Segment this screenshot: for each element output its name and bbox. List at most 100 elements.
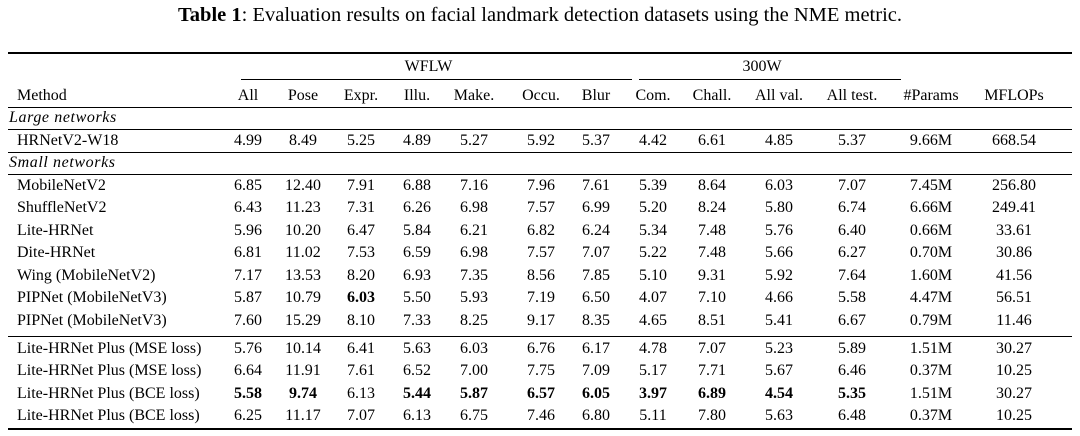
all-test-cell: 5.89 [838,340,866,357]
occu-cell: 8.56 [527,267,555,284]
expr-cell: 6.41 [347,340,375,357]
pose-cell: 10.20 [285,222,321,239]
make-cell: 6.98 [460,244,488,261]
params-cell: 9.66M [909,132,953,149]
illu-cell: 7.33 [403,312,431,329]
wflw-underline [241,79,632,80]
rule-before-ours [8,336,1072,337]
chall-cell: 7.07 [698,340,726,357]
blur-cell: 7.85 [582,267,610,284]
illu-cell: 5.50 [403,289,431,306]
section-small-networks: Small networks [9,154,116,171]
pose-cell: 13.53 [285,267,321,284]
all-cell: 6.64 [234,362,262,379]
header-all-val: All val. [755,87,803,104]
occu-cell: 7.57 [527,244,555,261]
chall-cell: 6.61 [698,132,726,149]
expr-cell: 8.10 [347,312,375,329]
blur-cell: 7.09 [582,362,610,379]
all-val-cell: 5.76 [765,222,793,239]
table-row: Lite-HRNet 5.96 10.20 6.47 5.84 6.21 6.82 6.24 5… [8,220,1072,242]
mflops-cell: 256.80 [992,177,1036,194]
all-val-cell: 4.85 [765,132,793,149]
all-val-cell: 5.41 [765,312,793,329]
table-row: HRNetV2-W18 4.99 8.49 5.25 4.89 5.27 5.92 5.37 4… [8,130,1072,152]
method-cell: Lite-HRNet [17,222,94,239]
bottom-rule [8,428,1072,430]
expr-cell: 7.07 [347,407,375,424]
table-row: ShuffleNetV2 6.43 11.23 7.31 6.26 6.98 7.57 6.9… [8,197,1072,219]
occu-cell: 7.96 [527,177,555,194]
illu-cell: 6.88 [403,177,431,194]
caption-prefix: Table 1 [178,4,242,26]
params-cell: 0.37M [909,407,953,424]
expr-cell: 7.53 [347,244,375,261]
params-cell: 7.45M [909,177,953,194]
method-cell: Lite-HRNet Plus (BCE loss) [17,385,200,402]
header-expr: Expr. [343,87,379,104]
table-caption: Table 1: Evaluation results on facial la… [0,4,1080,27]
method-cell: HRNetV2-W18 [17,132,119,149]
expr-cell: 5.25 [347,132,375,149]
method-cell: Wing (MobileNetV2) [17,267,156,284]
method-cell: Dite-HRNet [17,244,96,261]
all-test-cell: 5.58 [838,289,866,306]
illu-cell: 6.26 [403,199,431,216]
make-cell: 6.03 [460,340,488,357]
params-cell: 1.51M [909,385,953,402]
all-val-cell: 4.54 [765,385,793,402]
expr-cell: 6.13 [347,385,375,402]
expr-cell: 6.47 [347,222,375,239]
com-cell: 5.34 [639,222,667,239]
all-cell: 6.85 [234,177,262,194]
pose-cell: 9.74 [289,385,317,402]
illu-cell: 6.52 [403,362,431,379]
pose-cell: 12.40 [285,177,321,194]
chall-cell: 8.51 [698,312,726,329]
section-rule-small [8,174,1072,175]
method-cell: Lite-HRNet Plus (BCE loss) [17,407,200,424]
occu-cell: 5.92 [527,132,555,149]
illu-cell: 5.44 [403,385,431,402]
mflops-cell: 41.56 [996,267,1032,284]
make-cell: 6.21 [460,222,488,239]
com-cell: 3.97 [639,385,667,402]
mflops-cell: 249.41 [992,199,1036,216]
expr-cell: 8.20 [347,267,375,284]
header-method: Method [17,87,67,104]
method-cell: PIPNet (MobileNetV3) [17,289,167,306]
mflops-cell: 33.61 [996,222,1032,239]
pose-cell: 15.29 [285,312,321,329]
all-cell: 5.58 [234,385,262,402]
all-val-cell: 4.66 [765,289,793,306]
pose-cell: 8.49 [289,132,317,149]
all-val-cell: 5.23 [765,340,793,357]
make-cell: 6.75 [460,407,488,424]
chall-cell: 7.80 [698,407,726,424]
all-cell: 5.87 [234,289,262,306]
all-cell: 7.60 [234,312,262,329]
com-cell: 5.20 [639,199,667,216]
pose-cell: 11.23 [285,199,321,216]
occu-cell: 6.82 [527,222,555,239]
all-test-cell: 6.74 [838,199,866,216]
com-cell: 5.22 [639,244,667,261]
header-com: Com. [635,87,671,104]
mflops-cell: 10.25 [996,407,1032,424]
chall-cell: 7.48 [698,244,726,261]
all-test-cell: 5.37 [838,132,866,149]
header-occu: Occu. [522,87,560,104]
all-test-cell: 6.48 [838,407,866,424]
all-cell: 6.81 [234,244,262,261]
top-rule [8,52,1072,54]
all-test-cell: 6.40 [838,222,866,239]
mflops-cell: 10.25 [996,362,1032,379]
com-cell: 5.17 [639,362,667,379]
method-cell: MobileNetV2 [17,177,106,194]
make-cell: 5.27 [460,132,488,149]
rule-after-large [8,152,1072,153]
all-cell: 6.25 [234,407,262,424]
illu-cell: 5.63 [403,340,431,357]
chall-cell: 8.64 [698,177,726,194]
expr-cell: 7.31 [347,199,375,216]
